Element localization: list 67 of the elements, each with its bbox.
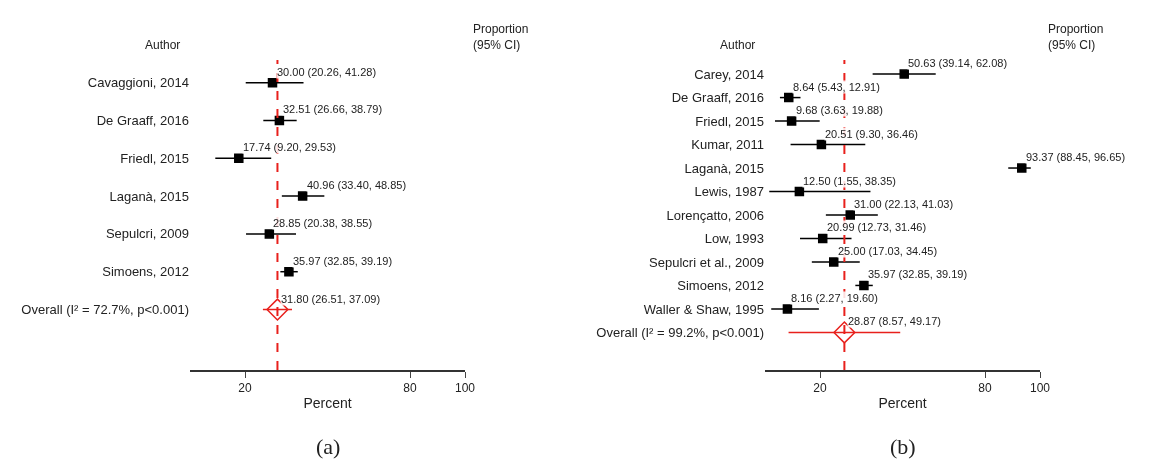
y-tick-label: Waller & Shaw, 1995	[643, 301, 764, 317]
point	[1017, 163, 1027, 173]
text: Proportion (95% CI)	[473, 22, 529, 52]
point	[829, 257, 839, 267]
y-tick-label: De Graaff, 2016	[96, 113, 189, 129]
data-label: 20.99 (12.73, 31.46)	[827, 221, 927, 233]
x-tick-label: 20	[238, 380, 252, 395]
data-label: 31.00 (22.13, 41.03)	[854, 198, 954, 210]
x-axis-title: Percent	[303, 394, 352, 411]
point	[784, 92, 794, 103]
point	[234, 153, 244, 164]
point	[284, 266, 294, 277]
y-tick-label: Sepulcri et al., 2009	[649, 254, 764, 270]
data-label: 93.37 (88.45, 96.65)	[1026, 151, 1126, 163]
y-tick-label: Overall (I² = 72.7%, p<0.001)	[21, 302, 189, 318]
point	[297, 191, 308, 201]
data-label: 8.16 (2.27, 19.60)	[791, 292, 878, 304]
y-tick-label: Simoens, 2012	[102, 264, 189, 280]
point	[816, 139, 827, 150]
y-tick-label: Lewis, 1987	[694, 184, 764, 200]
data-label: 25.00 (17.03, 34.45)	[838, 245, 938, 257]
point	[817, 233, 828, 244]
text: (b)	[890, 434, 916, 459]
y-axis-title: Author	[145, 38, 181, 52]
point	[264, 229, 275, 239]
y-tick-label: Low, 1993	[704, 231, 764, 247]
data-label: 30.00 (20.26, 41.28)	[277, 66, 377, 78]
data-label: 28.87 (8.57, 49.17)	[848, 315, 941, 327]
x-tick-label: 20	[813, 380, 827, 395]
data-label: 35.97 (32.85, 39.19)	[293, 255, 393, 267]
y-tick-label: De Graaff, 2016	[671, 90, 764, 106]
data-label: 8.64 (5.43, 12.91)	[793, 81, 880, 93]
data-label: 17.74 (9.20, 29.53)	[243, 141, 336, 153]
data-label: 31.80 (26.51, 37.09)	[281, 293, 381, 305]
data-label: 32.51 (26.66, 38.79)	[283, 103, 383, 115]
y-tick-label: Friedl, 2015	[695, 113, 764, 129]
point	[845, 210, 855, 220]
data-label: 40.96 (33.40, 48.85)	[307, 179, 407, 191]
data-label: 12.50 (1.55, 38.35)	[803, 175, 896, 187]
text: Proportion (95% CI)	[1048, 22, 1104, 52]
y-tick-label: Lorençatto, 2006	[666, 207, 764, 223]
y-tick-label: Kumar, 2011	[691, 137, 764, 153]
y-tick-label: Friedl, 2015	[120, 150, 189, 166]
point	[786, 116, 797, 126]
point	[899, 69, 909, 79]
y-tick-label: Carey, 2014	[694, 66, 764, 82]
y-tick-label: Laganà, 2015	[684, 160, 764, 176]
text: (a)	[316, 434, 341, 459]
y-tick-label: Simoens, 2012	[677, 278, 764, 293]
point	[794, 186, 805, 197]
data-label: 35.97 (32.85, 39.19)	[868, 268, 968, 280]
x-tick-label: 100	[1029, 380, 1051, 395]
x-tick-label: 80	[403, 380, 417, 395]
point	[859, 280, 869, 291]
x-tick-label: 80	[978, 380, 992, 395]
y-axis-title: Author	[720, 38, 756, 52]
y-tick-label: Sepulcri, 2009	[105, 226, 189, 242]
data-label: 20.51 (9.30, 36.46)	[825, 128, 918, 140]
x-tick-label: 100	[454, 380, 476, 395]
y-tick-label: Cavaggioni, 2014	[87, 75, 189, 91]
x-axis-title: Percent	[878, 394, 927, 411]
y-tick-label: Laganà, 2015	[109, 188, 189, 204]
y-tick-label: Overall (I² = 99.2%, p<0.001)	[596, 324, 764, 340]
data-label: 28.85 (20.38, 38.55)	[273, 217, 373, 229]
point	[782, 304, 793, 314]
data-label: 50.63 (39.14, 62.08)	[908, 57, 1008, 69]
data-label: 9.68 (3.63, 19.88)	[796, 104, 883, 116]
